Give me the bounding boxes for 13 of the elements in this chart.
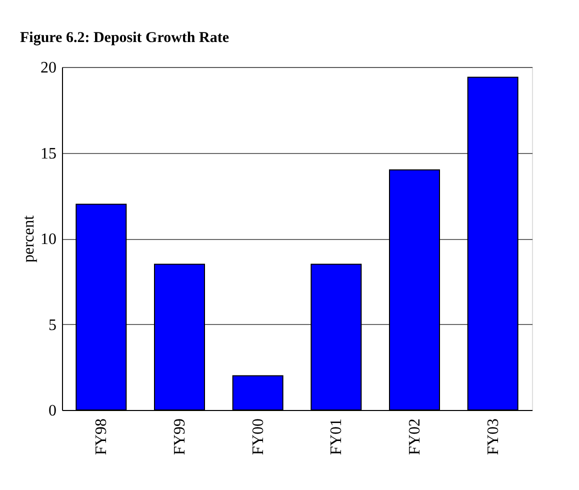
x-tick-label: FY99: [172, 418, 188, 455]
x-tick-label: FY02: [406, 418, 424, 455]
y-tick-label: 15: [40, 145, 56, 162]
chart-title: Figure 6.2: Deposit Growth Rate: [20, 30, 230, 46]
x-tick-label: FY98: [93, 418, 110, 455]
x-tick-label: FY01: [328, 418, 346, 455]
y-tick-label: 5: [48, 316, 56, 334]
y-tick-label: 10: [40, 231, 56, 248]
x-tick-label: FY03: [484, 418, 502, 455]
x-tick-label: FY00: [250, 418, 267, 455]
y-axis-title: percent: [20, 214, 38, 263]
y-tick-label: 0: [48, 402, 56, 420]
y-tick-label: 20: [40, 60, 56, 76]
